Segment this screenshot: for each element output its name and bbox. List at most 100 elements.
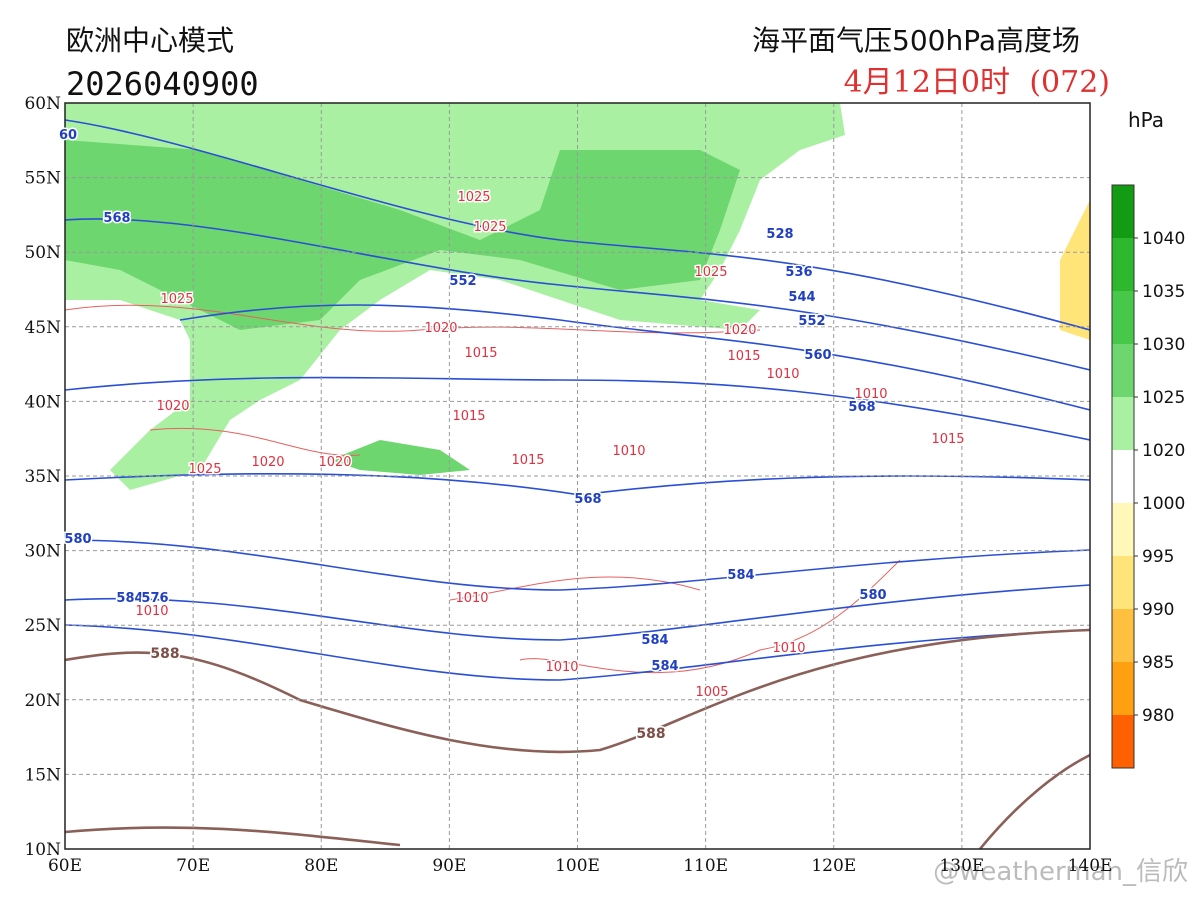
pressure-label: 1020 <box>318 455 351 470</box>
colorbar-segment <box>1112 185 1134 238</box>
height-label: 584 <box>641 633 668 648</box>
pressure-label: 1015 <box>464 346 497 361</box>
height-contour <box>65 119 1090 331</box>
pressure-label: 1010 <box>455 591 488 606</box>
height-588-contour <box>65 753 1090 849</box>
height-label: 576 <box>141 591 168 606</box>
lat-label: 60N <box>24 94 61 114</box>
colorbar-segment <box>1112 556 1134 609</box>
pressure-label: 1010 <box>772 641 805 656</box>
pressure-label: 1010 <box>135 604 168 619</box>
low-pressure-shade <box>1060 200 1090 340</box>
pressure-label: 1025 <box>457 190 490 205</box>
colorbar-label: 1040 <box>1142 229 1185 249</box>
height-label: 568 <box>103 211 130 226</box>
colorbar-segment <box>1112 238 1134 291</box>
height-label: 552 <box>798 314 825 329</box>
lon-label: 140E <box>1068 856 1113 876</box>
lon-label: 120E <box>811 856 856 876</box>
colorbar-frame <box>1111 184 1135 769</box>
lat-label: 45N <box>24 318 61 338</box>
lat-label: 15N <box>24 765 61 785</box>
lat-label: 40N <box>24 392 61 412</box>
colorbar-segment <box>1112 503 1134 556</box>
lon-label: 110E <box>683 856 728 876</box>
height-label: 568 <box>574 492 601 507</box>
colorbar-label: 980 <box>1142 706 1174 726</box>
init-time: 2026040900 <box>66 65 259 103</box>
pressure-label: 1025 <box>188 462 221 477</box>
pressure-label: 1025 <box>160 292 193 307</box>
lon-label: 60E <box>48 856 82 876</box>
model-name: 欧洲中心模式 <box>66 24 234 57</box>
height-588-label: 588 <box>150 646 179 662</box>
height-label: 544 <box>788 290 815 305</box>
lat-label: 30N <box>24 542 61 562</box>
colorbar-segment <box>1112 609 1134 662</box>
chart-title: 海平面气压500hPa高度场 <box>752 24 1080 57</box>
height-label: 584 <box>727 568 754 583</box>
lat-label: 55N <box>24 169 61 189</box>
height-label: 560 <box>804 348 831 363</box>
colorbar-segment <box>1112 662 1134 715</box>
pressure-label: 1010 <box>612 444 645 459</box>
pressure-label: 1010 <box>766 367 799 382</box>
height-label: 552 <box>449 274 476 289</box>
pressure-label: 1020 <box>251 455 284 470</box>
pressure-label: 1015 <box>727 349 760 364</box>
colorbar-label: 1030 <box>1142 335 1185 355</box>
height-588-contour <box>65 628 1090 754</box>
colorbar-label: 995 <box>1142 547 1174 567</box>
height-contour <box>65 624 1090 681</box>
map-frame <box>64 102 1091 850</box>
height-588-label: 588 <box>636 726 665 742</box>
height-contour <box>65 584 1090 641</box>
pressure-label: 1010 <box>854 387 887 402</box>
pressure-label: 1020 <box>723 323 756 338</box>
lat-label: 20N <box>24 691 61 711</box>
colorbar-label: 1000 <box>1142 494 1185 514</box>
colorbar-segment <box>1112 397 1134 450</box>
height-contour <box>65 218 1090 371</box>
height-contour <box>65 376 1090 441</box>
colorbar-segment <box>1112 291 1134 344</box>
grid <box>65 103 1090 849</box>
lat-label: 10N <box>24 840 61 860</box>
height-label: 584 <box>116 591 143 606</box>
lat-label: 25N <box>24 616 61 636</box>
height-label: 536 <box>785 265 812 280</box>
height-label: 580 <box>859 588 886 603</box>
pressure-label: 1020 <box>156 399 189 414</box>
lon-label: 100E <box>555 856 600 876</box>
height-label: 580 <box>64 532 91 547</box>
map-area <box>65 103 1090 849</box>
colorbar-label: 985 <box>1142 653 1174 673</box>
lon-label: 130E <box>939 856 984 876</box>
lon-label: 70E <box>176 856 210 876</box>
pressure-label: 1025 <box>694 265 727 280</box>
height-label: 60 <box>59 128 77 143</box>
pressure-label: 1015 <box>931 432 964 447</box>
lead-time: (072) <box>1029 65 1110 100</box>
high-pressure-shade <box>65 140 740 330</box>
colorbar-unit: hPa <box>1128 108 1164 132</box>
height-label: 528 <box>766 227 793 242</box>
pressure-label: 1015 <box>511 453 544 468</box>
colorbar-segment <box>1112 715 1134 768</box>
pressure-label: 1020 <box>424 321 457 336</box>
colorbar-label: 990 <box>1142 600 1174 620</box>
pressure-label: 1010 <box>545 660 578 675</box>
colorbar-label: 1035 <box>1142 282 1185 302</box>
height-label: 568 <box>848 400 875 415</box>
lon-label: 90E <box>432 856 466 876</box>
high-pressure-shade <box>330 440 470 475</box>
colorbar-segment <box>1112 344 1134 397</box>
pressure-label: 1005 <box>695 685 728 700</box>
colorbar-segment <box>1112 450 1134 503</box>
pressure-label: 1015 <box>452 409 485 424</box>
colorbar-label: 1025 <box>1142 388 1185 408</box>
lon-label: 80E <box>304 856 338 876</box>
height-label: 584 <box>651 659 678 674</box>
pressure-contour <box>65 304 901 674</box>
